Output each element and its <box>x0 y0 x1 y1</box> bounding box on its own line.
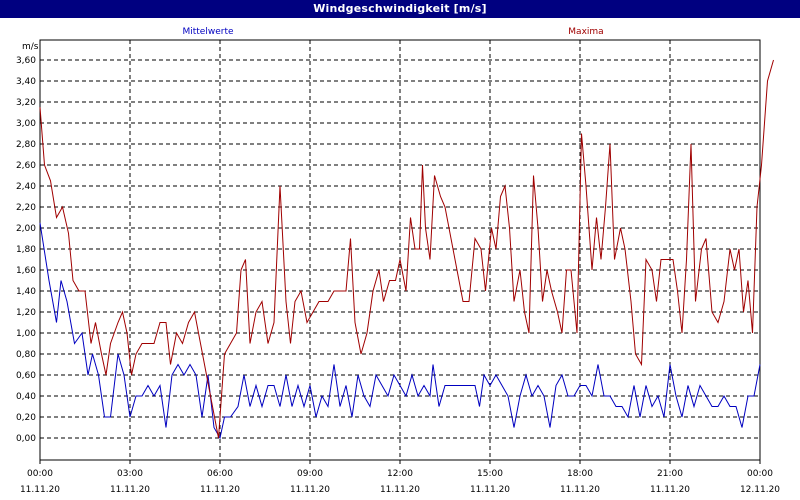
x-tick-date: 11.11.20 <box>110 485 150 495</box>
y-tick-label: 2,00 <box>16 224 36 234</box>
x-tick-time: 03:00 <box>117 469 143 479</box>
x-tick-time: 18:00 <box>567 469 593 479</box>
wind-speed-chart: m/s 0,00 0,20 0,40 0,60 0,80 1,00 1,20 1,40 1,60… <box>16 27 780 495</box>
x-tick-date: 11.11.20 <box>290 485 330 495</box>
x-tick-time: 21:00 <box>657 469 683 479</box>
y-tick-label: 1,20 <box>16 308 36 318</box>
y-tick-label: 3,60 <box>16 56 36 66</box>
x-tick-time: 12:00 <box>387 469 413 479</box>
x-tick-date: 11.11.20 <box>200 485 240 495</box>
x-tick-time: 15:00 <box>477 469 503 479</box>
series-line-maxima <box>39 59 774 439</box>
y-tick-label: 0,80 <box>16 350 36 360</box>
x-tick-date: 11.11.20 <box>20 485 60 495</box>
legend-maxima: Maxima <box>568 27 603 37</box>
y-tick-label: 3,00 <box>16 119 36 129</box>
y-axis-unit: m/s <box>22 42 39 52</box>
x-tick-time: 06:00 <box>207 469 233 479</box>
chart-title: Windgeschwindigkeit [m/s] <box>0 0 800 18</box>
y-axis: m/s 0,00 0,20 0,40 0,60 0,80 1,00 1,20 1,40 1,60… <box>16 42 39 444</box>
y-tick-label: 2,80 <box>16 140 36 150</box>
y-tick-label: 1,80 <box>16 245 36 255</box>
series-line-mittelwerte <box>39 222 761 440</box>
x-tick-date: 12.11.20 <box>740 485 780 495</box>
y-tick-label: 0,40 <box>16 392 36 402</box>
y-tick-label: 3,40 <box>16 77 36 87</box>
y-tick-label: 0,20 <box>16 413 36 423</box>
series-lines <box>39 59 774 440</box>
x-tick-date: 11.11.20 <box>560 485 600 495</box>
x-tick-time: 00:00 <box>747 469 773 479</box>
x-tick-time: 09:00 <box>297 469 323 479</box>
y-tick-label: 0,60 <box>16 371 36 381</box>
y-tick-label: 2,40 <box>16 182 36 192</box>
legend-mittelwerte: Mittelwerte <box>182 27 233 37</box>
y-tick-label: 1,40 <box>16 287 36 297</box>
grid-lines <box>40 40 760 460</box>
x-tick-date: 11.11.20 <box>650 485 690 495</box>
x-tick-date: 11.11.20 <box>470 485 510 495</box>
y-tick-label: 2,60 <box>16 161 36 171</box>
x-axis: 00:00 11.11.20 03:00 11.11.20 06:00 11.11.20 0… <box>20 460 780 495</box>
y-tick-label: 2,20 <box>16 203 36 213</box>
y-tick-label: 1,00 <box>16 329 36 339</box>
y-tick-label: 3,20 <box>16 98 36 108</box>
y-tick-label: 0,00 <box>16 434 36 444</box>
x-tick-date: 11.11.20 <box>380 485 420 495</box>
y-tick-label: 1,60 <box>16 266 36 276</box>
x-tick-time: 00:00 <box>27 469 53 479</box>
